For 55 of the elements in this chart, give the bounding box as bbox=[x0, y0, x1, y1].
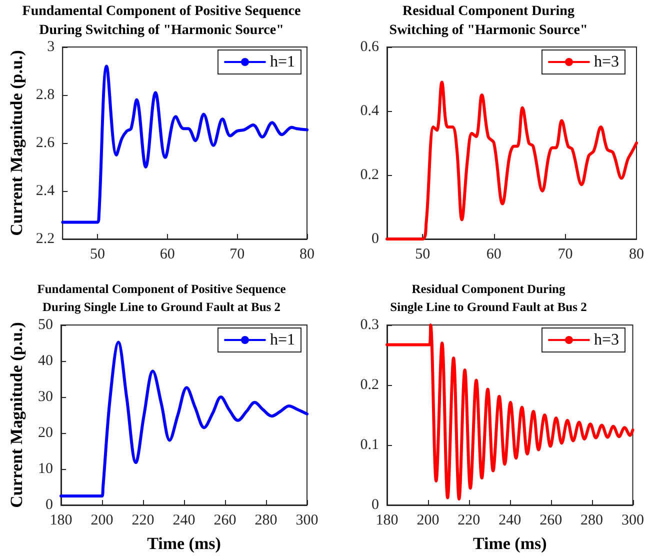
y-tick-label: 2.6 bbox=[36, 135, 56, 151]
x-tick-label: 70 bbox=[230, 246, 245, 262]
x-axis-title: Time (ms) bbox=[147, 534, 221, 553]
y-tick-label: 0 bbox=[372, 497, 379, 513]
y-tick-label: 2.4 bbox=[36, 183, 56, 199]
x-tick-label: 200 bbox=[416, 512, 440, 528]
legend-label: h=1 bbox=[270, 54, 296, 70]
chart-title: Fundamental Component of Positive Sequence During Switching of "Harmonic Source" bbox=[22, 4, 301, 38]
x-axis-title: Time (ms) bbox=[472, 534, 547, 553]
x-tick-label: 260 bbox=[214, 512, 236, 528]
y-tick-label: 30 bbox=[38, 389, 53, 405]
x-tick-label: 280 bbox=[254, 512, 278, 528]
x-tick-label: 60 bbox=[160, 246, 175, 262]
legend-label: h=3 bbox=[594, 332, 620, 348]
y-tick-label: 20 bbox=[38, 425, 53, 441]
y-tick-label: 0.2 bbox=[360, 167, 379, 183]
x-tick-label: 60 bbox=[486, 246, 502, 262]
y-tick-label: 10 bbox=[38, 461, 53, 477]
y-tick-label: 40 bbox=[38, 353, 53, 369]
chart-title: Residual Component During Switching of "Harmonic Source" bbox=[389, 4, 588, 38]
x-tick-label: 300 bbox=[622, 512, 644, 528]
x-tick-label: 70 bbox=[558, 246, 573, 262]
chart-title: Residual Component During Single Line to Ground Fault at Bus 2 bbox=[390, 282, 587, 314]
y-tick-label: 2.2 bbox=[36, 231, 55, 247]
y-tick-label: 3 bbox=[47, 39, 55, 55]
y-tick-label: 0.3 bbox=[360, 317, 379, 333]
y-axis-title: Current Magnitude (p.u.) bbox=[7, 322, 26, 508]
x-tick-label: 220 bbox=[458, 512, 480, 528]
x-tick-label: 260 bbox=[540, 512, 562, 528]
x-tick-label: 220 bbox=[132, 512, 154, 528]
y-tick-label: 0.1 bbox=[360, 437, 379, 453]
y-tick-label: 0.6 bbox=[360, 39, 380, 55]
y-tick-label: 0.4 bbox=[360, 103, 380, 119]
y-tick-label: 0.2 bbox=[360, 377, 379, 393]
x-tick-label: 50 bbox=[415, 246, 430, 262]
x-tick-label: 50 bbox=[90, 246, 106, 262]
y-tick-label: 2.8 bbox=[36, 87, 55, 103]
y-axis-title: Current Magnitude (p.u.) bbox=[7, 50, 26, 236]
x-tick-label: 200 bbox=[90, 512, 114, 528]
y-tick-label: 50 bbox=[38, 317, 53, 333]
x-tick-label: 240 bbox=[172, 512, 196, 528]
x-tick-label: 240 bbox=[498, 512, 522, 528]
x-tick-label: 280 bbox=[580, 512, 604, 528]
x-tick-label: 300 bbox=[296, 512, 318, 528]
legend-label: h=3 bbox=[594, 54, 620, 70]
y-tick-label: 0 bbox=[372, 231, 379, 247]
x-tick-label: 180 bbox=[50, 512, 72, 528]
line-series bbox=[61, 64, 308, 224]
legend-label: h=1 bbox=[270, 332, 296, 348]
x-tick-label: 80 bbox=[629, 246, 644, 262]
line-series bbox=[386, 324, 634, 500]
y-tick-label: 0 bbox=[46, 497, 53, 513]
x-tick-label: 80 bbox=[300, 246, 314, 262]
chart-title: Fundamental Component of Positive Sequence During Single Line to Ground Fault at Bus 2 bbox=[37, 282, 286, 314]
x-tick-label: 180 bbox=[376, 512, 398, 528]
